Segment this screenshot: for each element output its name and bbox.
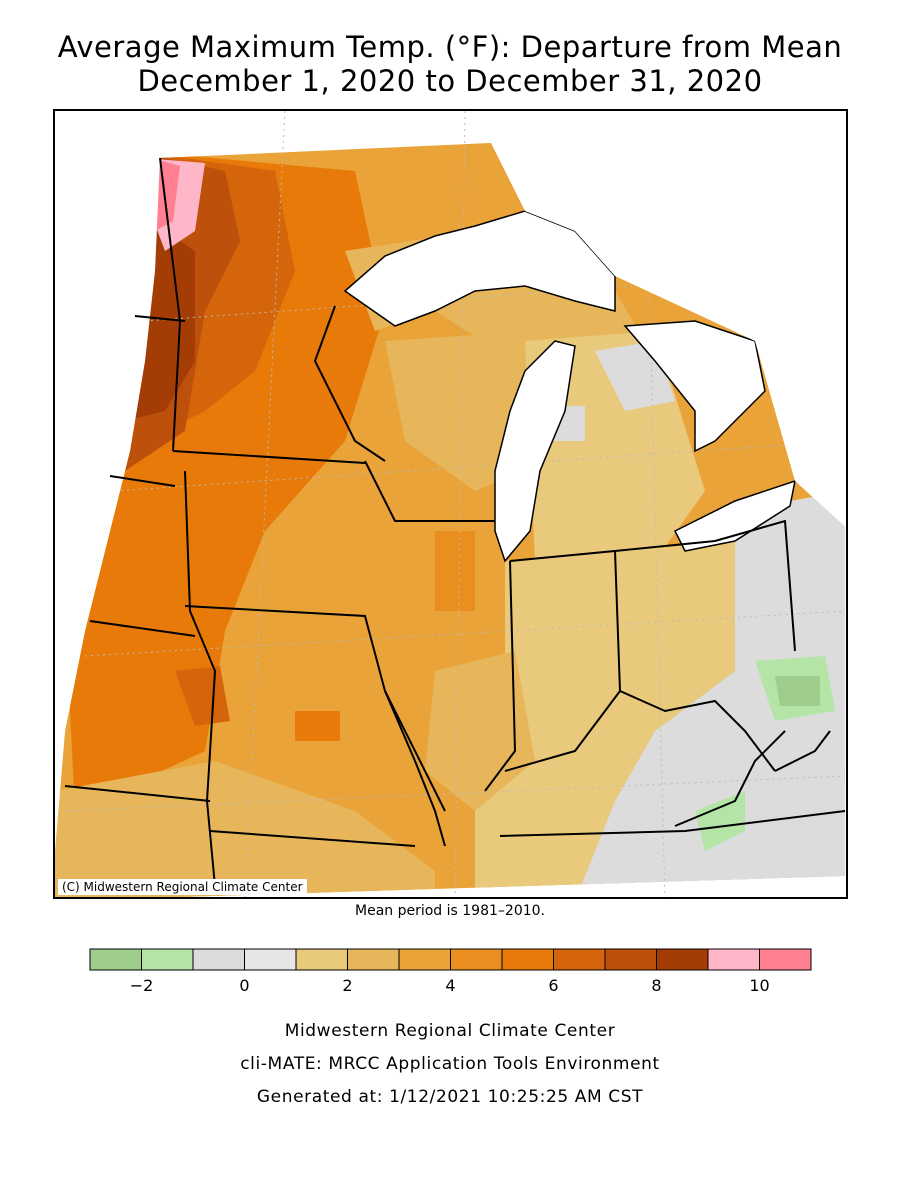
legend-tick-label: 10 (749, 976, 769, 995)
legend-swatch (501, 948, 554, 971)
legend-swatch (450, 948, 503, 971)
lake-superior (343, 210, 616, 327)
legend-swatch (244, 948, 297, 971)
legend-tick-label: 6 (548, 976, 558, 995)
legend-swatch (347, 948, 400, 971)
legend-swatch (707, 948, 760, 971)
legend-tick-label: 8 (651, 976, 661, 995)
legend-swatch (192, 948, 245, 971)
copyright-label: (C) Midwestern Regional Climate Center (58, 879, 307, 895)
map-subtitle-date-range: December 1, 2020 to December 31, 2020 (137, 64, 763, 98)
mean-period-note: Mean period is 1981–2010. (355, 903, 545, 919)
lake-erie (673, 479, 796, 552)
great-lakes (343, 210, 796, 563)
legend-tick-label: −2 (130, 976, 154, 995)
legend-swatch (656, 948, 709, 971)
lake-michigan (494, 340, 576, 563)
legend-ticks: −2 0 2 4 6 8 10 (130, 976, 770, 995)
color-scale-legend: −2 0 2 4 6 8 10 (89, 948, 812, 995)
legend-swatch (759, 948, 812, 971)
map-title: Average Maximum Temp. (°F): Departure fr… (57, 30, 843, 64)
lake-huron (623, 320, 766, 453)
footer-tool: cli-MATE: MRCC Application Tools Environ… (240, 1054, 660, 1074)
legend-swatch (295, 948, 348, 971)
legend-tick-label: 0 (239, 976, 249, 995)
legend-swatch (604, 948, 657, 971)
legend-swatch (398, 948, 451, 971)
temperature-departure-map (55, 111, 846, 897)
legend-swatch (141, 948, 194, 971)
footer-generated-time: Generated at: 1/12/2021 10:25:25 AM CST (256, 1087, 644, 1107)
legend-tick-label: 2 (342, 976, 352, 995)
footer-org: Midwestern Regional Climate Center (284, 1021, 616, 1041)
legend-swatch (89, 948, 142, 971)
legend-tick-label: 4 (445, 976, 455, 995)
map-panel: (C) Midwestern Regional Climate Center (53, 109, 848, 899)
state-boundaries (64, 157, 846, 887)
legend-swatch (553, 948, 606, 971)
legend-swatches (89, 948, 812, 971)
map-graticule (64, 111, 846, 897)
